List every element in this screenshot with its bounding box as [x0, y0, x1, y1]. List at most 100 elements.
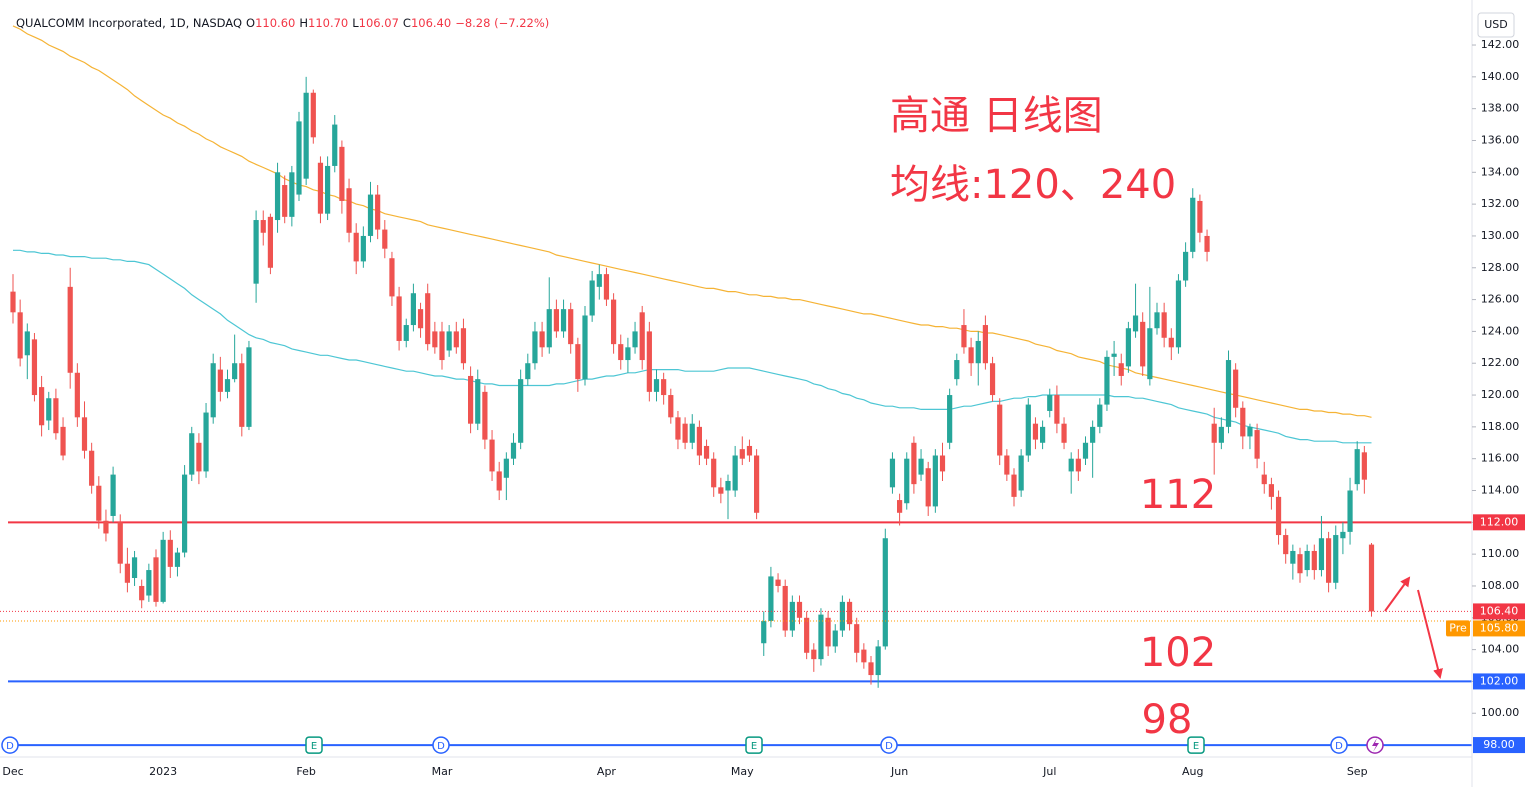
candle-body: [1218, 426, 1224, 443]
candle-body: [1082, 442, 1089, 459]
arrow-up: [1384, 576, 1411, 612]
candle-body: [947, 395, 953, 443]
ohlc-open: O110.60: [246, 16, 295, 30]
ohlc-value: 106.07: [358, 16, 399, 30]
candle-body: [1211, 423, 1217, 443]
candle-body: [882, 538, 888, 647]
candle-body: [96, 485, 102, 521]
candle-body: [296, 121, 302, 195]
currency[interactable]: USD: [1484, 18, 1508, 31]
candle-body: [1254, 430, 1260, 459]
candle-body: [39, 387, 45, 426]
level-tag: [1473, 514, 1525, 531]
annotation: 102: [1140, 630, 1216, 676]
candle-body: [317, 162, 324, 214]
candle-body: [53, 398, 59, 434]
event-label: E: [751, 741, 757, 752]
candle-body: [854, 624, 860, 653]
candle-body: [1040, 426, 1046, 443]
change: −8.28 (−7.22%): [455, 16, 550, 30]
event-marker[interactable]: [1187, 736, 1205, 754]
y-tick-label: 132.00: [1481, 197, 1520, 210]
symbol: QUALCOMM Incorporated, 1D, NASDAQ: [16, 16, 243, 30]
candle-body: [1190, 197, 1196, 252]
arrows: [1384, 576, 1443, 679]
candle-body: [1168, 337, 1174, 348]
candle-body: [782, 585, 788, 631]
last-price-label: 106.40: [1480, 604, 1519, 617]
candle-body: [1197, 200, 1203, 233]
ohlc-key: O: [246, 16, 256, 30]
candle-body: [754, 455, 760, 513]
candle-body: [489, 439, 495, 472]
x-tick-label: Dec: [2, 765, 23, 778]
candle-body: [182, 474, 188, 553]
y-tick-label: 124.00: [1481, 324, 1520, 337]
x-tick-label: Jun: [890, 765, 908, 778]
y-tick-label: 118.00: [1481, 420, 1520, 433]
candle-body: [81, 417, 88, 451]
candle-body: [246, 347, 252, 427]
candle-body: [1018, 455, 1024, 491]
candle-body: [375, 194, 381, 230]
candle-body: [153, 557, 159, 602]
candle-body: [439, 331, 445, 361]
candle-body: [989, 363, 996, 396]
candle-body: [696, 426, 702, 456]
candle-body: [453, 331, 459, 348]
candle-body: [260, 220, 266, 233]
candle-body: [482, 391, 488, 440]
candle-body: [432, 331, 438, 348]
currency-button[interactable]: [1477, 12, 1515, 38]
candle-body: [632, 331, 638, 348]
x-tick-label: May: [731, 765, 754, 778]
candle-body: [89, 450, 95, 486]
level-tag: [1473, 673, 1525, 690]
candle-body: [339, 146, 345, 201]
y-tick-label: 114.00: [1481, 484, 1520, 497]
candle-body: [1304, 550, 1310, 571]
candle-body: [918, 458, 924, 475]
y-tick-label: 126.00: [1481, 293, 1520, 306]
pre-market-tag: [1446, 620, 1470, 637]
event-marker[interactable]: [880, 736, 898, 754]
y-tick-label: 122.00: [1481, 356, 1520, 369]
x-tick-label: Apr: [597, 765, 617, 778]
candle-body: [496, 471, 502, 491]
candle-body: [382, 229, 388, 249]
event-marker[interactable]: [305, 736, 323, 754]
y-tick-label: 104.00: [1481, 643, 1520, 656]
candle-body: [846, 601, 853, 625]
candle-body: [1047, 395, 1053, 411]
candle-body: [789, 601, 795, 631]
candle-body: [889, 458, 896, 488]
candle-body: [1368, 544, 1375, 612]
candle-body: [17, 312, 23, 359]
event-marker[interactable]: [1330, 736, 1348, 754]
candle-body: [603, 274, 610, 300]
candle-body: [310, 92, 316, 138]
candle-body: [997, 404, 1003, 456]
candle-body: [618, 344, 624, 361]
candle-body: [224, 379, 231, 392]
candle-body: [568, 309, 574, 345]
candle-body: [1183, 251, 1189, 281]
candle-body: [332, 124, 338, 166]
candle-body: [1032, 423, 1039, 440]
event-marker[interactable]: [1, 736, 19, 754]
candle-body: [167, 539, 173, 567]
event-marker[interactable]: [432, 736, 450, 754]
candle-body: [732, 455, 738, 491]
candle-body: [868, 662, 874, 676]
candle-body: [832, 630, 838, 647]
event-marker[interactable]: [745, 736, 763, 754]
candle-body: [546, 309, 552, 348]
candle-body: [1175, 280, 1182, 348]
candle-body: [560, 309, 567, 332]
price-axis: USD 100.00102.00104.00106.00108.00110.00…: [1471, 0, 1529, 787]
candle-body: [346, 188, 352, 233]
y-tick-label: 128.00: [1481, 261, 1520, 274]
candle-body: [596, 274, 602, 287]
candle-body: [289, 172, 295, 217]
